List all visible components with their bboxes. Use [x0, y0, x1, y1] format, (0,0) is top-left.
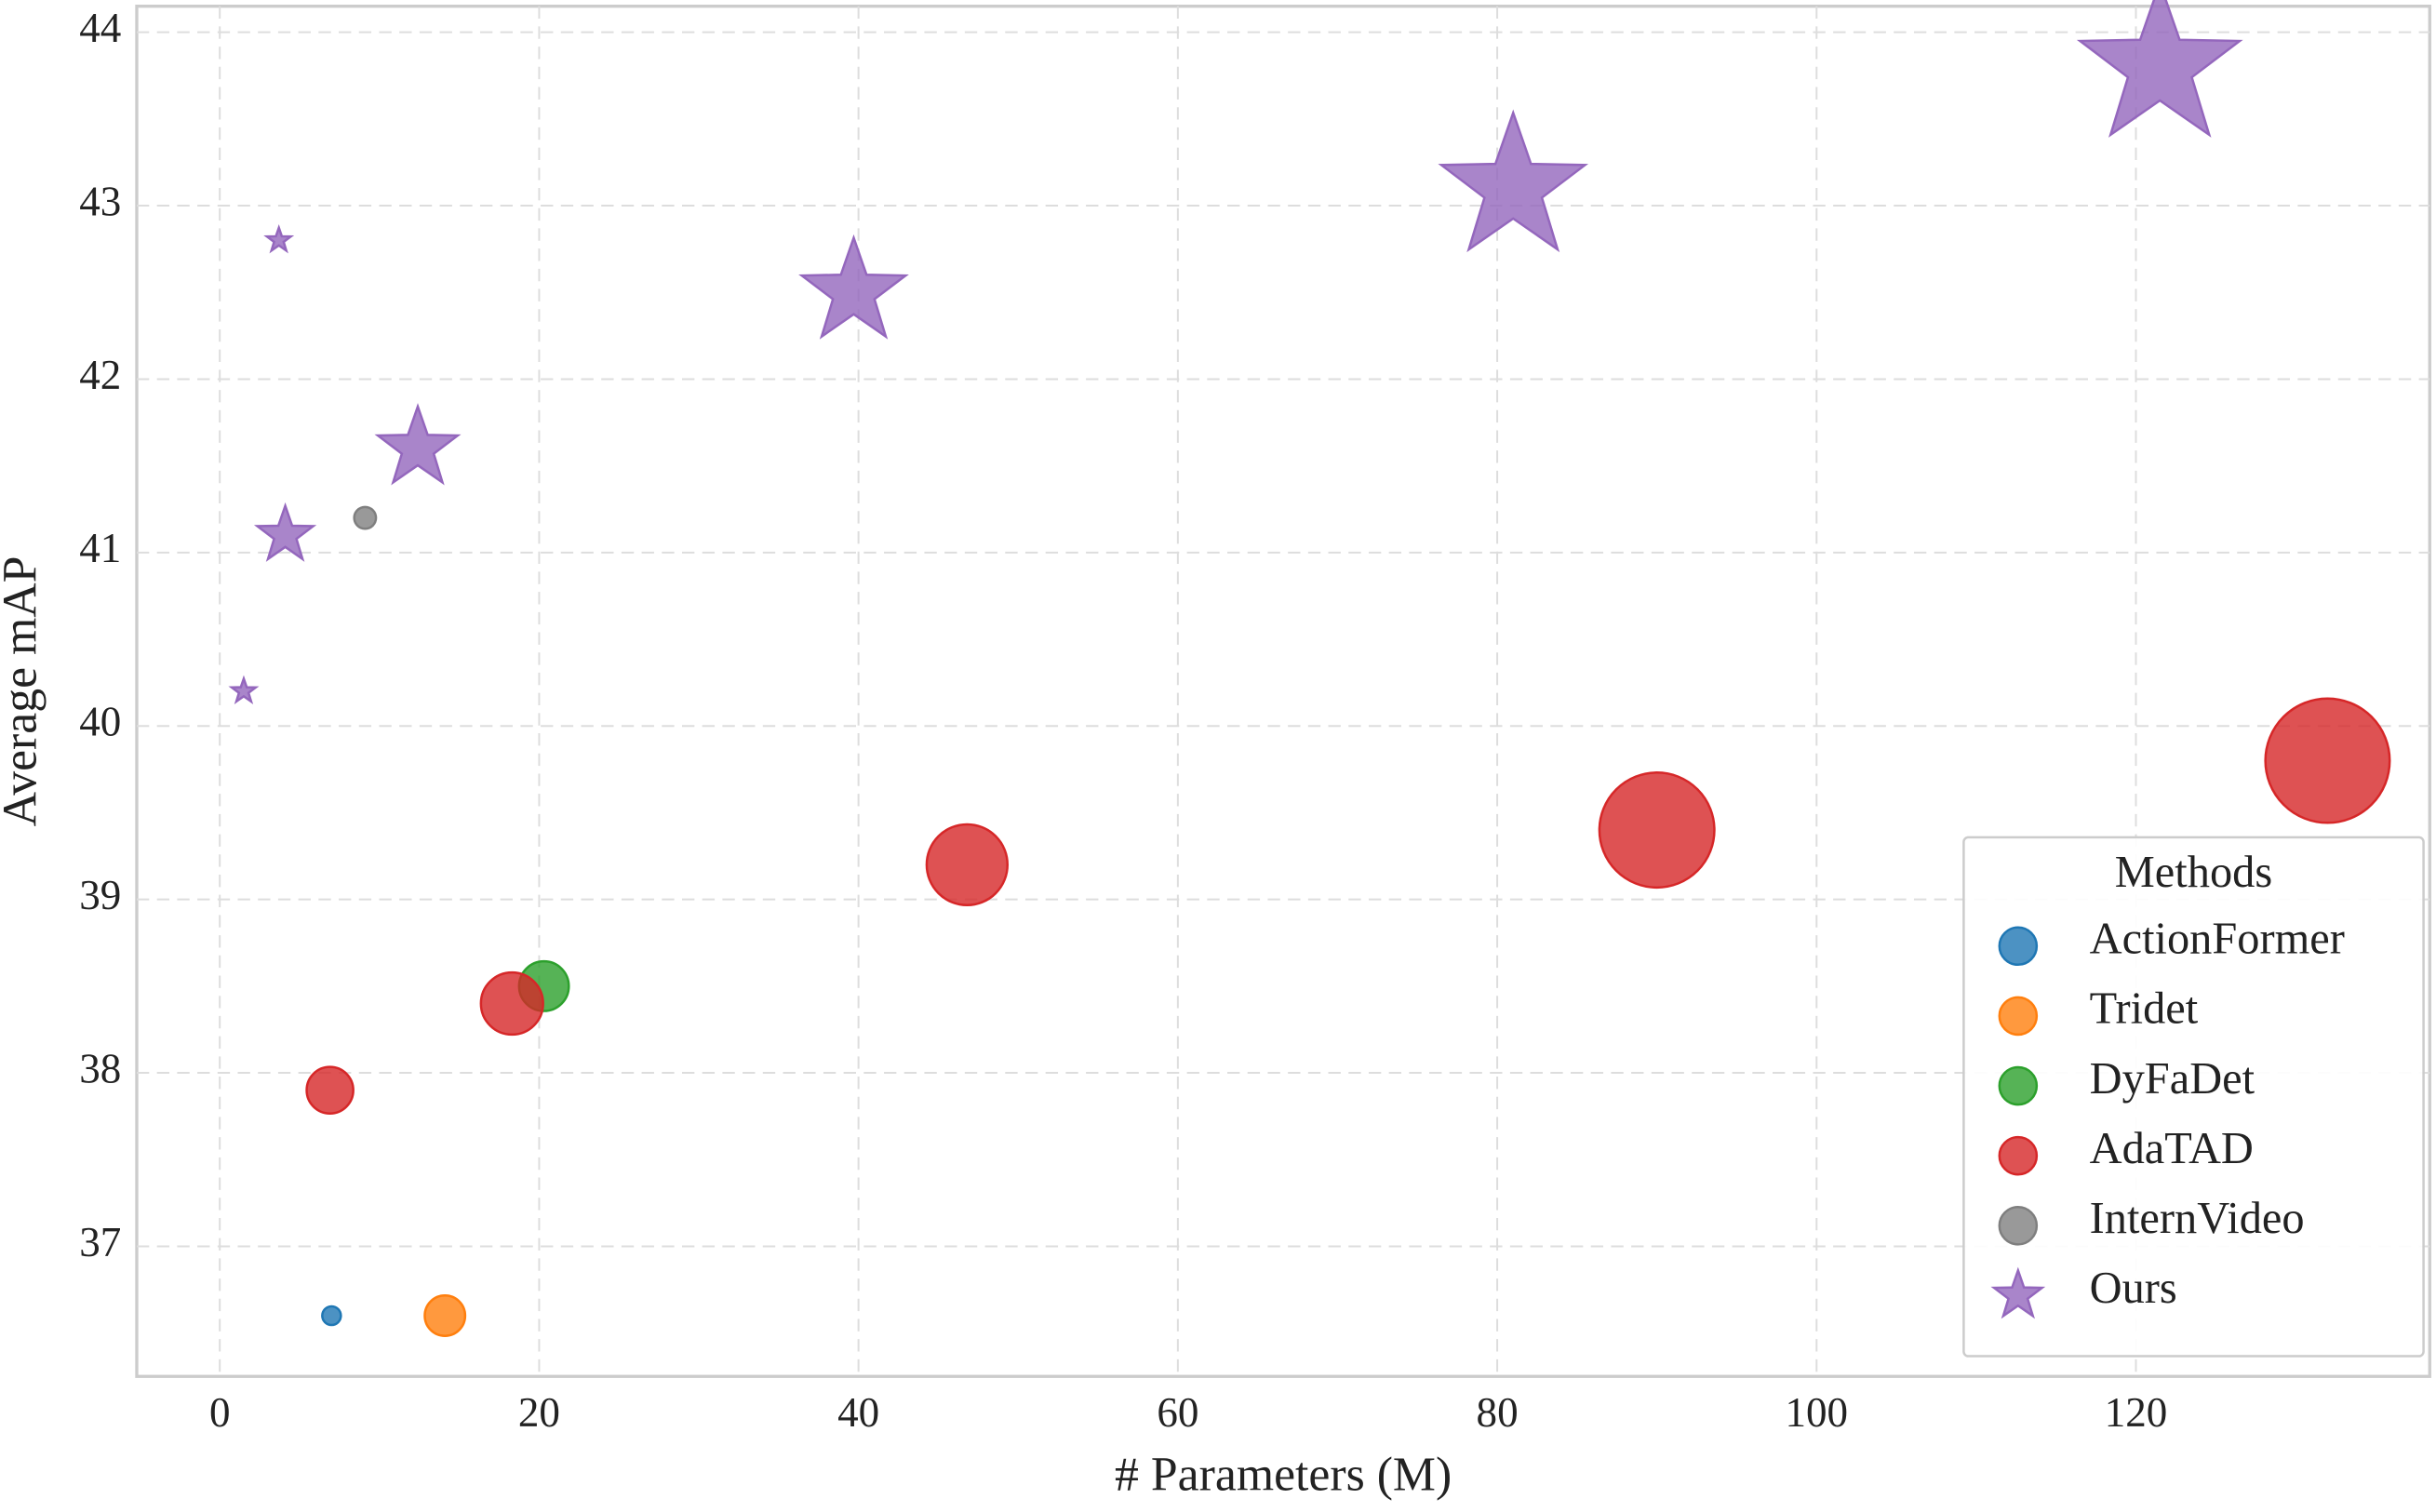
- circle-marker: [353, 505, 378, 530]
- legend-label: InternVideo: [2090, 1194, 2305, 1243]
- y-tick-label: 44: [79, 5, 121, 51]
- star-marker: [1990, 1266, 2046, 1319]
- circle-marker: [1998, 1135, 2039, 1176]
- y-tick-label: 40: [79, 699, 121, 745]
- star-marker: [1438, 109, 1589, 253]
- y-tick-label: 38: [79, 1045, 121, 1091]
- x-tick-label: 120: [2105, 1389, 2168, 1436]
- circle-marker: [925, 823, 1009, 907]
- x-tick-label: 60: [1157, 1389, 1198, 1436]
- circle-marker: [1998, 1065, 2039, 1106]
- star-marker: [263, 223, 295, 254]
- star-marker: [253, 502, 317, 562]
- star-marker: [374, 403, 462, 486]
- y-tick-label: 39: [79, 872, 121, 918]
- legend-box: [1962, 836, 2425, 1358]
- y-tick-label: 37: [79, 1219, 121, 1265]
- legend-title: Methods: [2115, 848, 2272, 897]
- x-tick-label: 100: [1785, 1389, 1848, 1436]
- x-tick-label: 40: [837, 1389, 879, 1436]
- y-axis-label: Average mAP: [0, 556, 47, 827]
- circle-marker: [479, 970, 544, 1037]
- legend-label: ActionFormer: [2090, 915, 2345, 964]
- star-marker: [228, 675, 260, 704]
- circle-marker: [1998, 926, 2039, 967]
- circle-marker: [1998, 1206, 2039, 1246]
- legend-label: AdaTAD: [2090, 1124, 2254, 1173]
- y-tick-label: 42: [79, 352, 121, 398]
- legend-label: Tridet: [2090, 984, 2199, 1034]
- x-tick-label: 0: [209, 1389, 231, 1436]
- y-tick-label: 43: [79, 178, 121, 224]
- circle-marker: [305, 1065, 355, 1115]
- circle-marker: [423, 1294, 467, 1337]
- star-marker: [798, 234, 909, 340]
- circle-marker: [1998, 996, 2039, 1037]
- legend-label: DyFaDet: [2090, 1054, 2255, 1104]
- x-tick-label: 80: [1477, 1389, 1519, 1436]
- y-tick-label: 41: [79, 525, 121, 571]
- circle-marker: [321, 1305, 342, 1327]
- circle-marker: [2264, 697, 2391, 824]
- x-tick-label: 20: [518, 1389, 560, 1436]
- legend-label: Ours: [2090, 1264, 2177, 1313]
- x-axis-label: # Parameters (M): [1115, 1448, 1452, 1501]
- circle-marker: [1598, 771, 1716, 890]
- star-marker: [2076, 0, 2243, 138]
